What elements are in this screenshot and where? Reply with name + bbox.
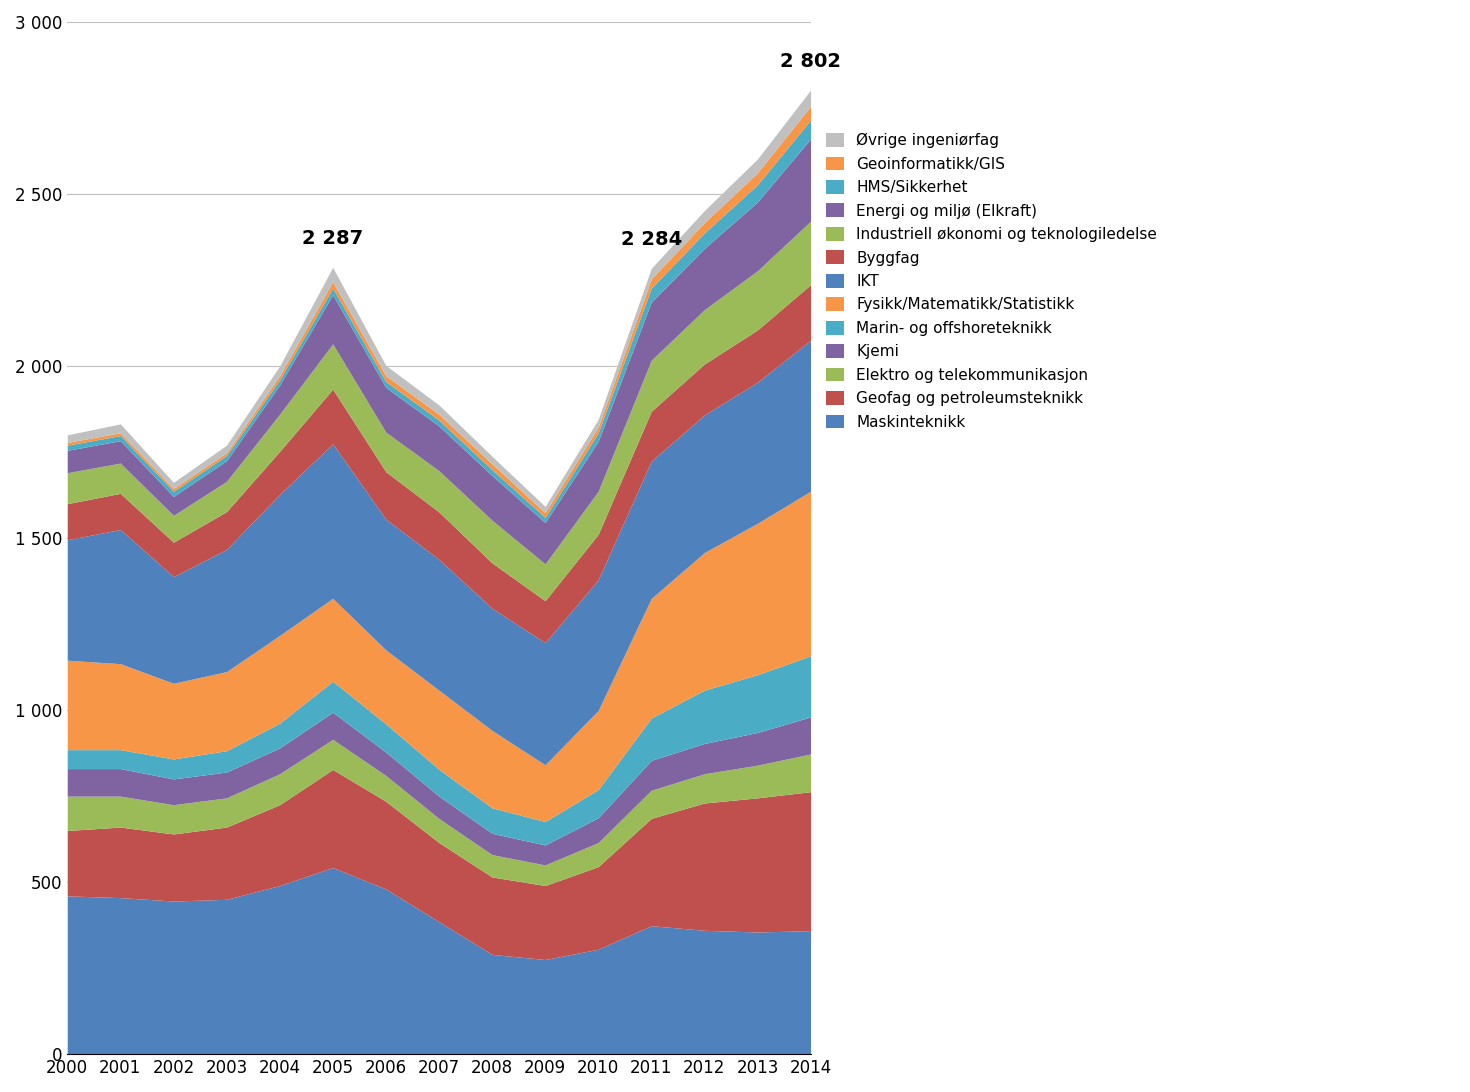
- Text: 2 287: 2 287: [303, 229, 363, 248]
- Legend: Øvrige ingeniørfag, Geoinformatikk/GIS, HMS/Sikkerhet, Energi og miljø (Elkraft): Øvrige ingeniørfag, Geoinformatikk/GIS, …: [826, 133, 1157, 430]
- Text: 2 284: 2 284: [620, 230, 682, 249]
- Text: 2 802: 2 802: [781, 52, 841, 71]
